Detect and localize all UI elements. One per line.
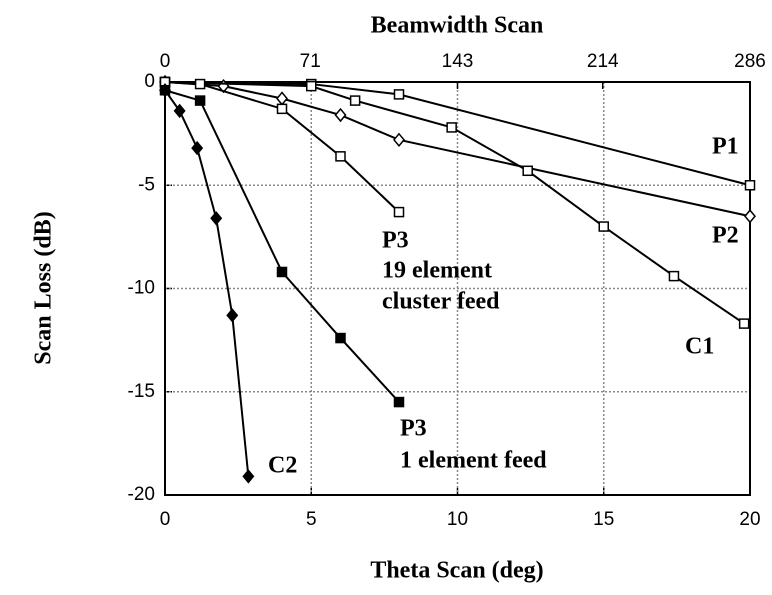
marker bbox=[276, 103, 288, 115]
x2-tick-label: 71 bbox=[300, 51, 321, 72]
x-tick-label: 10 bbox=[447, 509, 468, 530]
series-label: P2 bbox=[712, 223, 739, 249]
marker bbox=[159, 83, 171, 98]
y-axis-label: Scan Loss (dB) bbox=[31, 211, 57, 364]
x-tick-label: 15 bbox=[593, 509, 614, 530]
x2-tick-label: 0 bbox=[160, 51, 171, 72]
series-line bbox=[164, 81, 751, 218]
x-tick-label: 20 bbox=[739, 509, 760, 530]
marker bbox=[335, 151, 346, 162]
marker bbox=[446, 122, 457, 133]
marker bbox=[173, 103, 186, 119]
y-tick-label: -5 bbox=[138, 174, 155, 195]
series-label: C1 bbox=[685, 334, 714, 360]
marker bbox=[522, 165, 533, 177]
y-tick-label: -15 bbox=[128, 381, 155, 402]
series-label: P3 bbox=[400, 416, 427, 442]
series-label: C2 bbox=[268, 453, 297, 479]
top-axis-title: Beamwidth Scan bbox=[371, 13, 544, 39]
marker bbox=[276, 266, 288, 278]
x-tick-label: 0 bbox=[160, 509, 171, 530]
marker bbox=[744, 209, 756, 224]
y-tick-label: -20 bbox=[128, 484, 155, 505]
marker bbox=[349, 95, 361, 106]
series-line bbox=[164, 81, 745, 325]
plot-frame bbox=[164, 81, 751, 496]
y-tick-label: 0 bbox=[144, 71, 155, 92]
series-label: P3 bbox=[382, 228, 409, 254]
marker bbox=[393, 89, 405, 100]
marker bbox=[334, 107, 347, 123]
annotation: 19 element bbox=[382, 258, 492, 284]
marker bbox=[738, 318, 750, 329]
marker bbox=[194, 95, 206, 106]
series-line bbox=[164, 81, 751, 187]
marker bbox=[276, 91, 288, 106]
marker bbox=[210, 211, 223, 226]
annotation: 1 element feed bbox=[400, 448, 547, 474]
marker bbox=[194, 78, 206, 90]
marker bbox=[335, 332, 346, 344]
marker bbox=[191, 140, 204, 156]
marker bbox=[393, 396, 405, 408]
annotation: cluster feed bbox=[382, 289, 500, 315]
marker bbox=[306, 80, 317, 92]
x2-tick-label: 143 bbox=[442, 51, 474, 72]
marker bbox=[744, 180, 756, 191]
series-label: P1 bbox=[712, 134, 739, 160]
x2-tick-label: 214 bbox=[587, 51, 619, 72]
marker bbox=[226, 308, 239, 323]
marker bbox=[242, 469, 255, 484]
x2-tick-label: 286 bbox=[734, 51, 766, 72]
marker bbox=[393, 132, 405, 147]
x-axis-label: Theta Scan (deg) bbox=[370, 558, 543, 584]
series-line bbox=[164, 89, 250, 477]
series-line bbox=[164, 89, 400, 403]
marker bbox=[393, 206, 405, 218]
marker bbox=[668, 270, 680, 282]
y-tick-label: -10 bbox=[128, 278, 155, 299]
marker bbox=[598, 221, 609, 232]
x-tick-label: 5 bbox=[306, 509, 317, 530]
